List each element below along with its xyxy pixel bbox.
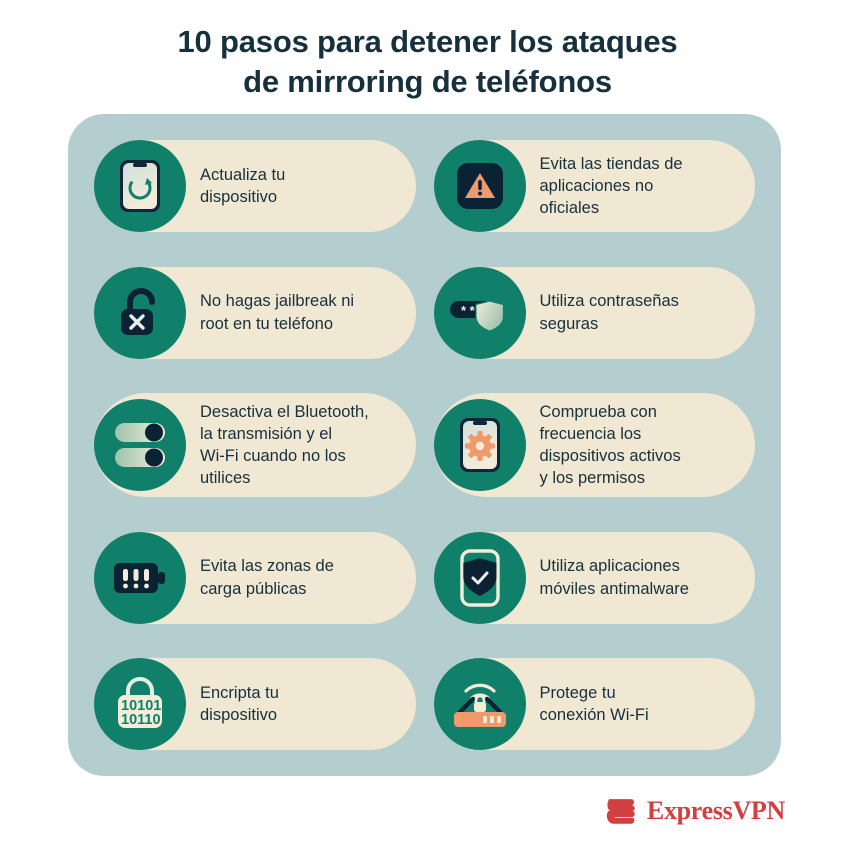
steps-grid: Actualiza tu dispositivo Evita las tiend… xyxy=(94,140,755,750)
steps-row-5: 10101 10110 Encripta tu dispositivo xyxy=(94,658,755,750)
password-shield-icon: * * * * xyxy=(449,299,504,332)
step-icon-badge-7 xyxy=(94,531,186,624)
expressvpn-logo[interactable]: ExpressVPN xyxy=(605,796,785,826)
unlocked-padlock-x-icon xyxy=(121,287,155,335)
phone-gear-icon xyxy=(459,418,500,472)
binary-line-1: 10101 xyxy=(121,698,161,714)
steps-row-2: No hagas jailbreak ni root en tu teléfon… xyxy=(94,266,755,359)
step-icon-badge-6 xyxy=(433,399,526,491)
step-card-6: Comprueba con frecuencia los dispositivo… xyxy=(433,393,755,497)
step-label-2: Evita las tiendas de aplicaciones no ofi… xyxy=(539,154,683,218)
phone-shield-check-icon xyxy=(459,548,500,607)
page-title-line-2: de mirroring de teléfonos xyxy=(243,63,612,99)
step-icon-badge-5 xyxy=(94,399,186,491)
expressvpn-e-mark xyxy=(606,799,635,824)
warning-app-icon xyxy=(456,163,503,209)
step-label-6: Comprueba con frecuencia los dispositivo… xyxy=(539,402,681,488)
step-icon-badge-8 xyxy=(433,531,526,624)
step-card-8: Utiliza aplicaciones móviles antimalware xyxy=(433,531,755,624)
step-icon-badge-9: 10101 10110 xyxy=(94,658,186,750)
binary-line-2: 10110 xyxy=(121,712,161,728)
step-icon-badge-4: * * * * xyxy=(433,266,526,359)
step-label-4: Utiliza contraseñas seguras xyxy=(539,292,679,333)
step-label-3: No hagas jailbreak ni root en tu teléfon… xyxy=(200,292,355,333)
step-label-1: Actualiza tu dispositivo xyxy=(200,165,286,206)
padlock-binary-icon: 10101 10110 xyxy=(118,677,162,728)
wifi-router-lock-icon xyxy=(453,683,506,727)
step-card-10: Protege tu conexión Wi-Fi xyxy=(433,658,755,750)
phone-update-icon xyxy=(120,160,160,212)
step-label-8: Utiliza aplicaciones móviles antimalware xyxy=(539,557,689,598)
step-label-7: Evita las zonas de carga públicas xyxy=(200,557,334,598)
step-card-7: Evita las zonas de carga públicas xyxy=(94,531,416,624)
brand-name: ExpressVPN xyxy=(646,796,785,825)
battery-icon xyxy=(114,562,165,593)
steps-row-1: Actualiza tu dispositivo Evita las tiend… xyxy=(94,140,755,232)
step-card-9: 10101 10110 Encripta tu dispositivo xyxy=(94,658,416,750)
step-icon-badge-1 xyxy=(94,140,186,232)
steps-panel: Actualiza tu dispositivo Evita las tiend… xyxy=(68,114,781,776)
step-card-1: Actualiza tu dispositivo xyxy=(94,140,416,232)
step-label-5: Desactiva el Bluetooth, la transmisión y… xyxy=(200,402,369,488)
steps-row-4: Evita las zonas de carga públicas Utiliz… xyxy=(94,531,755,624)
step-icon-badge-2 xyxy=(433,140,526,232)
step-label-10: Protege tu conexión Wi-Fi xyxy=(539,683,649,724)
step-card-2: Evita las tiendas de aplicaciones no ofi… xyxy=(433,140,755,232)
steps-row-3: Desactiva el Bluetooth, la transmisión y… xyxy=(94,393,755,497)
step-card-5: Desactiva el Bluetooth, la transmisión y… xyxy=(94,393,416,497)
step-card-4: * * * * Utiliza contraseñas seguras xyxy=(433,266,755,359)
step-icon-badge-3 xyxy=(94,266,186,359)
step-icon-badge-10 xyxy=(433,658,526,750)
step-label-9: Encripta tu dispositivo xyxy=(200,683,279,724)
page-title: 10 pasos para detener los ataques de mir… xyxy=(78,0,778,101)
page-title-line-1: 10 pasos para detener los ataques xyxy=(177,24,678,59)
step-card-3: No hagas jailbreak ni root en tu teléfon… xyxy=(94,266,416,359)
toggle-switches-icon xyxy=(115,423,165,467)
